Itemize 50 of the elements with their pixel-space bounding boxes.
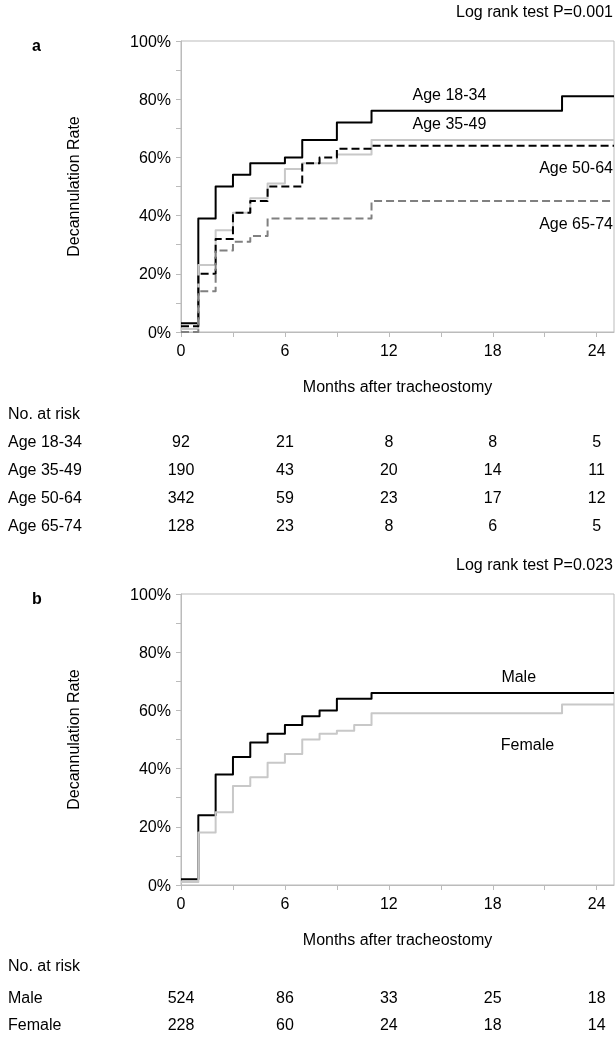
y-axis-title: Decannulation Rate	[64, 669, 82, 810]
series-label: Female	[500, 736, 555, 754]
x-tick-label: 0	[176, 341, 186, 359]
y-tick-label: 20%	[138, 265, 171, 283]
text: No. at risk	[8, 956, 81, 976]
series-label: Age 18-34	[412, 86, 487, 104]
y-tick-label: 100%	[130, 585, 171, 603]
x-axis-title: Months after tracheostomy	[302, 930, 493, 948]
series-label: Age 50-64	[539, 159, 614, 177]
text: No. at risk	[8, 404, 81, 424]
text: Age 18-34	[8, 432, 82, 452]
text: 342 59 23 17 12	[167, 489, 606, 506]
x-tick-label: 0	[176, 894, 186, 912]
y-tick-label: 80%	[138, 643, 171, 661]
x-tick-label: 6	[280, 341, 290, 359]
text: 524 86 33 25 18	[167, 989, 606, 1006]
text: Log rank test P=0.023	[456, 555, 614, 573]
text: Log rank test P=0.001	[456, 2, 614, 20]
text: Age 65-74	[8, 516, 82, 536]
text: 228 60 24 18 14	[167, 1016, 606, 1033]
x-axis-title: Months after tracheostomy	[302, 377, 493, 395]
series-label: Age 35-49	[412, 115, 487, 133]
x-tick-label: 24	[587, 894, 606, 912]
text: b	[32, 589, 42, 607]
text: 128 23 8 6 5	[167, 517, 602, 534]
y-tick-label: 20%	[138, 818, 171, 836]
text: Female	[8, 1015, 62, 1035]
y-tick-label: 40%	[138, 760, 171, 778]
text: Male	[8, 988, 43, 1008]
y-tick-label: 80%	[138, 90, 171, 108]
series-label: Age 65-74	[539, 214, 614, 232]
text: Age 50-64	[8, 488, 82, 508]
y-tick-label: 0%	[147, 876, 171, 894]
y-tick-label: 0%	[147, 323, 171, 341]
text: 190 43 20 14 11	[167, 461, 605, 478]
text: a	[32, 36, 41, 54]
y-axis-title: Decannulation Rate	[64, 116, 82, 257]
x-tick-label: 6	[280, 894, 290, 912]
text: 92 21 8 8 5	[172, 433, 602, 450]
series-label: Male	[501, 668, 537, 686]
y-tick-label: 60%	[138, 148, 171, 166]
y-tick-label: 100%	[130, 32, 171, 50]
text: Age 35-49	[8, 460, 82, 480]
y-tick-label: 60%	[138, 701, 171, 719]
x-tick-label: 24	[587, 341, 606, 359]
x-tick-label: 12	[379, 894, 398, 912]
y-tick-label: 40%	[138, 207, 171, 225]
x-tick-label: 12	[379, 341, 398, 359]
x-tick-label: 18	[483, 341, 502, 359]
x-tick-label: 18	[483, 894, 502, 912]
